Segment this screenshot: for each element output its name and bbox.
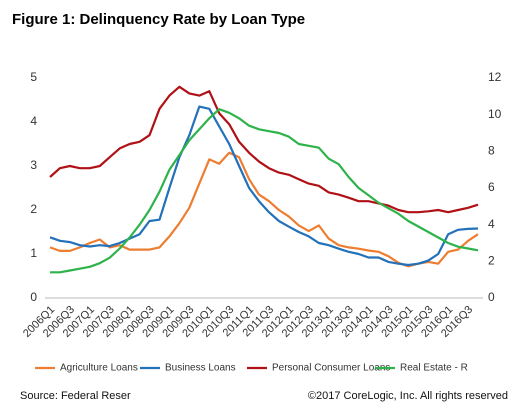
- y-tick-label: 1: [30, 246, 37, 260]
- y2-tick-label: 8: [488, 144, 495, 158]
- series-line: [50, 108, 479, 274]
- y-tick-label: 3: [30, 158, 37, 172]
- y-tick-label: 2: [30, 202, 37, 216]
- series-line: [49, 151, 479, 268]
- legend-label: Personal Consumer Loans: [272, 363, 390, 374]
- source-note: Source: Federal Reser: [20, 390, 131, 402]
- legend-label: Agriculture Loans: [60, 363, 138, 374]
- copyright: ©2017 CoreLogic, Inc. All rights reserve…: [308, 390, 508, 402]
- y2-tick-label: 0: [488, 290, 495, 304]
- chart-title: Figure 1: Delinquency Rate by Loan Type: [12, 11, 305, 28]
- y2-tick-label: 10: [488, 107, 502, 121]
- y-tick-label: 0: [30, 290, 37, 304]
- y2-tick-label: 6: [488, 180, 495, 194]
- legend-label: Business Loans: [165, 363, 236, 374]
- series-line: [49, 85, 479, 214]
- y2-tick-label: 4: [488, 217, 495, 231]
- y2-tick-label: 2: [488, 254, 495, 268]
- series-line: [49, 105, 479, 267]
- y-tick-label: 4: [30, 114, 37, 128]
- legend-label: Real Estate - R: [400, 363, 468, 374]
- y-tick-label: 5: [30, 70, 37, 84]
- y2-tick-label: 12: [488, 70, 502, 84]
